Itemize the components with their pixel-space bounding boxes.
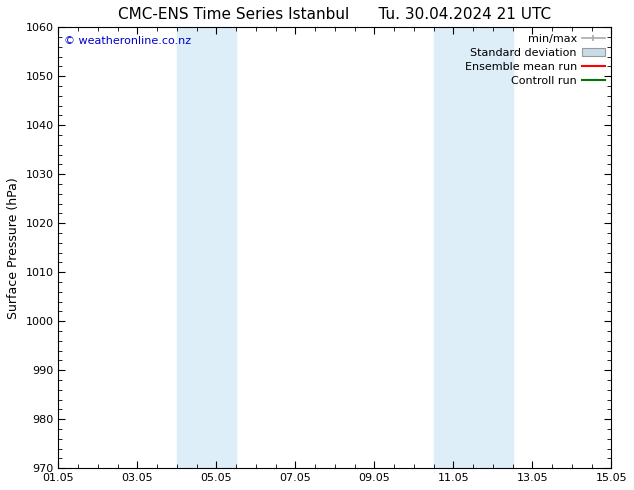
Bar xyxy=(434,27,512,468)
Bar xyxy=(177,27,236,468)
Title: CMC-ENS Time Series Istanbul      Tu. 30.04.2024 21 UTC: CMC-ENS Time Series Istanbul Tu. 30.04.2… xyxy=(119,7,552,22)
Legend: min/max, Standard deviation, Ensemble mean run, Controll run: min/max, Standard deviation, Ensemble me… xyxy=(461,30,608,89)
Y-axis label: Surface Pressure (hPa): Surface Pressure (hPa) xyxy=(7,177,20,318)
Text: © weatheronline.co.nz: © weatheronline.co.nz xyxy=(64,36,191,46)
